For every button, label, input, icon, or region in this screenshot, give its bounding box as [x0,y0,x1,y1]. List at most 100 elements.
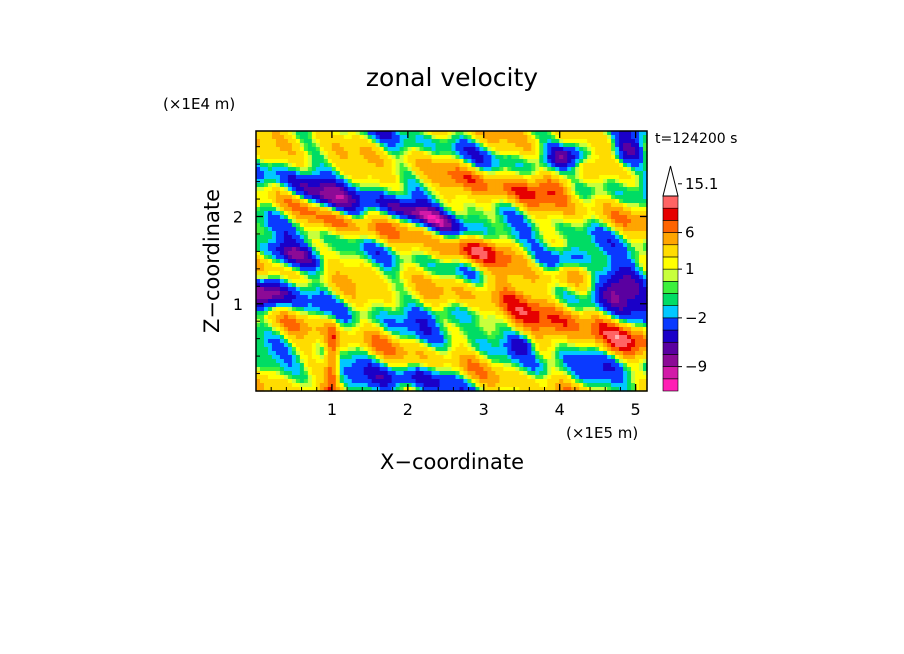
contour-cell [307,191,313,196]
contour-cell [443,259,449,264]
contour-cell [451,283,457,288]
contour-cell [363,231,369,236]
contour-cell [571,247,576,252]
contour-cell [259,215,265,220]
contour-cell [431,239,437,244]
contour-cell [347,199,353,204]
contour-cell [495,275,500,280]
contour-cell [611,311,616,316]
contour-cell [523,159,528,164]
contour-cell [399,279,405,284]
contour-cell [439,167,445,172]
contour-cell [395,179,401,184]
contour-cell [287,267,293,272]
contour-cell [467,155,473,160]
contour-cell [279,183,285,188]
contour-cell [503,251,508,256]
contour-cell [367,195,373,200]
contour-cell [379,235,385,240]
contour-cell [535,223,540,228]
contour-cell [595,243,600,248]
contour-cell [643,187,648,192]
contour-cell [547,175,552,180]
contour-cell [443,215,449,220]
contour-cell [511,155,516,160]
contour-cell [367,307,373,312]
contour-cell [615,251,620,256]
contour-cell [603,287,608,292]
contour-cell [423,131,429,136]
contour-cell [519,299,524,304]
contour-cell [283,159,289,164]
contour-cell [455,191,461,196]
contour-cell [447,203,453,208]
contour-cell [327,171,333,176]
contour-cell [315,175,321,180]
contour-cell [639,315,644,320]
contour-cell [467,147,473,152]
contour-cell [523,183,528,188]
contour-cell [627,135,632,140]
contour-cell [463,267,469,272]
contour-cell [507,215,512,220]
contour-cell [299,307,305,312]
contour-cell [339,235,345,240]
contour-cell [483,239,489,244]
contour-cell [299,239,305,244]
contour-cell [327,279,333,284]
contour-cell [495,251,500,256]
contour-cell [379,247,385,252]
contour-cell [587,191,592,196]
contour-cell [403,259,409,264]
contour-cell [275,291,281,296]
contour-cell [463,195,469,200]
contour-cell [299,187,305,192]
contour-cell [523,151,528,156]
contour-cell [279,251,285,256]
contour-cell [511,135,516,140]
contour-cell [519,235,524,240]
contour-cell [487,227,492,232]
contour-cell [515,247,520,252]
contour-cell [475,247,481,252]
contour-cell [343,139,349,144]
contour-cell [399,195,405,200]
contour-cell [587,259,592,264]
contour-cell [363,267,369,272]
contour-cell [375,259,381,264]
contour-cell [271,219,277,224]
contour-cell [447,251,453,256]
contour-cell [575,255,580,260]
contour-cell [543,223,548,228]
contour-cell [411,227,417,232]
contour-cell [635,171,640,176]
contour-cell [459,311,465,316]
contour-cell [555,195,560,200]
contour-cell [419,247,425,252]
contour-cell [471,139,477,144]
contour-cell [471,295,477,300]
contour-cell [455,247,461,252]
contour-cell [315,151,321,156]
contour-cell [411,163,417,168]
contour-cell [539,323,544,328]
contour-cell [571,255,576,260]
contour-cell [451,211,457,216]
contour-cell [399,243,405,248]
contour-cell [615,207,620,212]
contour-cell [491,323,496,328]
contour-cell [259,143,265,148]
contour-cell [439,215,445,220]
contour-cell [427,191,433,196]
contour-cell [331,247,337,252]
contour-cell [299,131,305,136]
contour-cell [467,167,473,172]
contour-cell [519,195,524,200]
contour-cell [419,315,425,320]
contour-cell [407,231,413,236]
contour-cell [427,311,433,316]
contour-cell [643,235,648,240]
contour-cell [455,167,461,172]
contour-cell [627,151,632,156]
contour-cell [439,195,445,200]
